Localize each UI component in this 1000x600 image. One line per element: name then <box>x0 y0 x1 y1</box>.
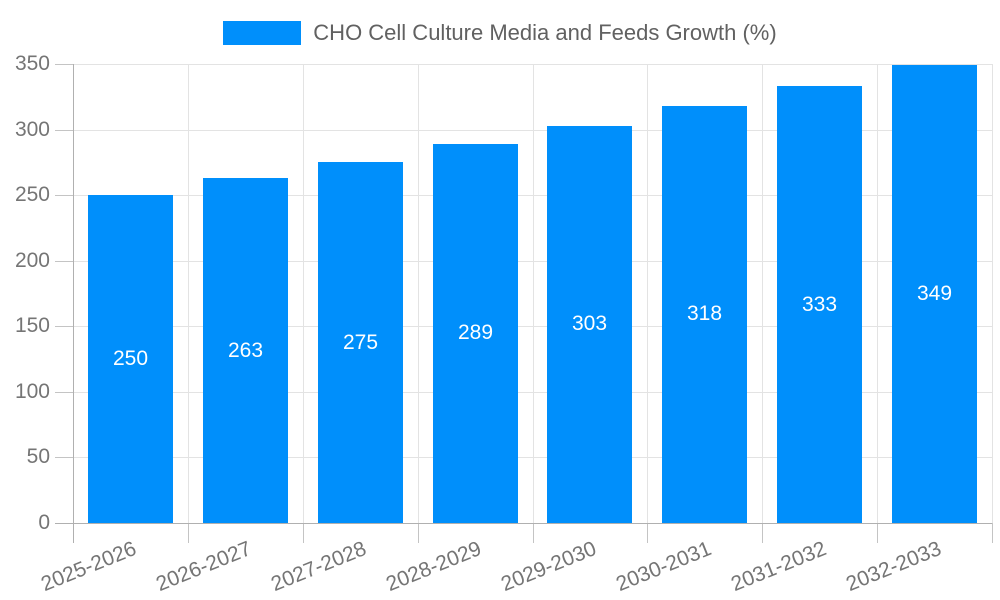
y-axis-label: 300 <box>14 118 50 141</box>
y-axis-label: 200 <box>14 249 50 272</box>
bar-value-label: 333 <box>801 293 838 316</box>
x-axis-tick <box>992 523 993 543</box>
y-axis-tick <box>55 195 73 196</box>
x-gridline <box>877 64 878 523</box>
bar[interactable] <box>777 86 862 523</box>
bar-value-label: 250 <box>112 347 149 370</box>
x-gridline <box>762 64 763 523</box>
y-gridline <box>73 64 992 65</box>
bar[interactable] <box>318 162 403 523</box>
x-axis-label: 2029-2030 <box>497 537 600 596</box>
legend-item[interactable]: CHO Cell Culture Media and Feeds Growth … <box>223 20 777 46</box>
bar-value-label: 275 <box>342 331 379 354</box>
bar[interactable] <box>433 144 518 523</box>
bar[interactable] <box>203 178 288 523</box>
x-gridline <box>188 64 189 523</box>
bar[interactable] <box>88 195 173 523</box>
legend-swatch <box>223 21 302 45</box>
legend: CHO Cell Culture Media and Feeds Growth … <box>0 20 1000 46</box>
y-gridline <box>73 457 992 458</box>
x-gridline <box>992 64 993 523</box>
x-gridline <box>533 64 534 523</box>
y-axis-label: 50 <box>26 445 50 468</box>
y-gridline <box>73 326 992 327</box>
bar[interactable] <box>547 126 632 523</box>
y-axis-label: 250 <box>14 183 50 206</box>
x-axis-tick <box>877 523 878 543</box>
x-axis-tick <box>418 523 419 543</box>
x-gridline <box>418 64 419 523</box>
y-axis-label: 0 <box>38 511 50 534</box>
y-axis-tick <box>55 457 73 458</box>
x-axis-tick <box>188 523 189 543</box>
x-gridline <box>303 64 304 523</box>
y-axis-tick <box>55 64 73 65</box>
y-gridline <box>73 130 992 131</box>
y-axis-line <box>73 64 74 543</box>
y-axis-tick <box>55 261 73 262</box>
x-axis-label: 2027-2028 <box>267 537 370 596</box>
x-axis-line <box>55 523 992 524</box>
x-axis-label: 2031-2032 <box>727 537 830 596</box>
x-axis-tick <box>647 523 648 543</box>
x-axis-tick <box>533 523 534 543</box>
bar[interactable] <box>892 65 977 523</box>
x-axis-label: 2026-2027 <box>152 537 255 596</box>
y-axis-label: 100 <box>14 380 50 403</box>
x-axis-label: 2032-2033 <box>842 537 945 596</box>
x-axis-tick <box>762 523 763 543</box>
bar-value-label: 263 <box>227 339 264 362</box>
x-gridline <box>647 64 648 523</box>
y-axis-label: 350 <box>14 52 50 75</box>
x-axis-tick <box>303 523 304 543</box>
y-axis-tick <box>55 130 73 131</box>
bar-value-label: 303 <box>571 312 608 335</box>
y-axis-tick <box>55 326 73 327</box>
x-axis-label: 2025-2026 <box>37 537 140 596</box>
x-axis-label: 2028-2029 <box>382 537 485 596</box>
y-axis-label: 150 <box>14 314 50 337</box>
bar-value-label: 289 <box>457 321 494 344</box>
bar-value-label: 318 <box>686 302 723 325</box>
y-gridline <box>73 261 992 262</box>
legend-label: CHO Cell Culture Media and Feeds Growth … <box>313 20 777 45</box>
y-gridline <box>73 195 992 196</box>
bar[interactable] <box>662 106 747 523</box>
bar-value-label: 349 <box>916 282 953 305</box>
y-axis-tick <box>55 392 73 393</box>
x-axis-label: 2030-2031 <box>612 537 715 596</box>
y-gridline <box>73 392 992 393</box>
